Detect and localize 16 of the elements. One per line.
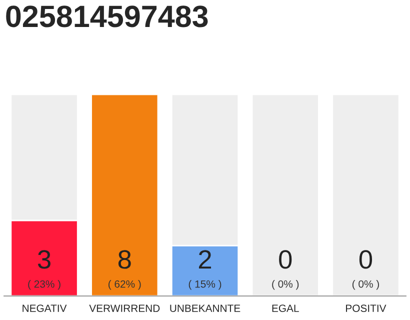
annotation: ( 23% ) xyxy=(28,280,60,290)
chart-title: 025814597483 xyxy=(6,6,208,28)
data-label: 3 xyxy=(38,250,50,269)
data-label: 8 xyxy=(118,250,131,269)
annotation: ( 15% ) xyxy=(188,280,222,290)
annotation: ( 0% ) xyxy=(272,280,299,290)
x-tick-label: UNBEKANNTE xyxy=(170,304,240,312)
x-tick-label: POSITIV xyxy=(346,304,386,312)
data-label: 2 xyxy=(198,250,212,269)
x-tick-label: VERWIRREND xyxy=(89,304,160,312)
x-tick-label: EGAL xyxy=(272,304,299,312)
data-label: 0 xyxy=(279,250,292,269)
data-label: 0 xyxy=(359,250,372,269)
x-tick-label: NEGATIV xyxy=(22,304,67,312)
annotation: ( 0% ) xyxy=(352,280,379,290)
annotation: ( 62% ) xyxy=(108,280,141,290)
